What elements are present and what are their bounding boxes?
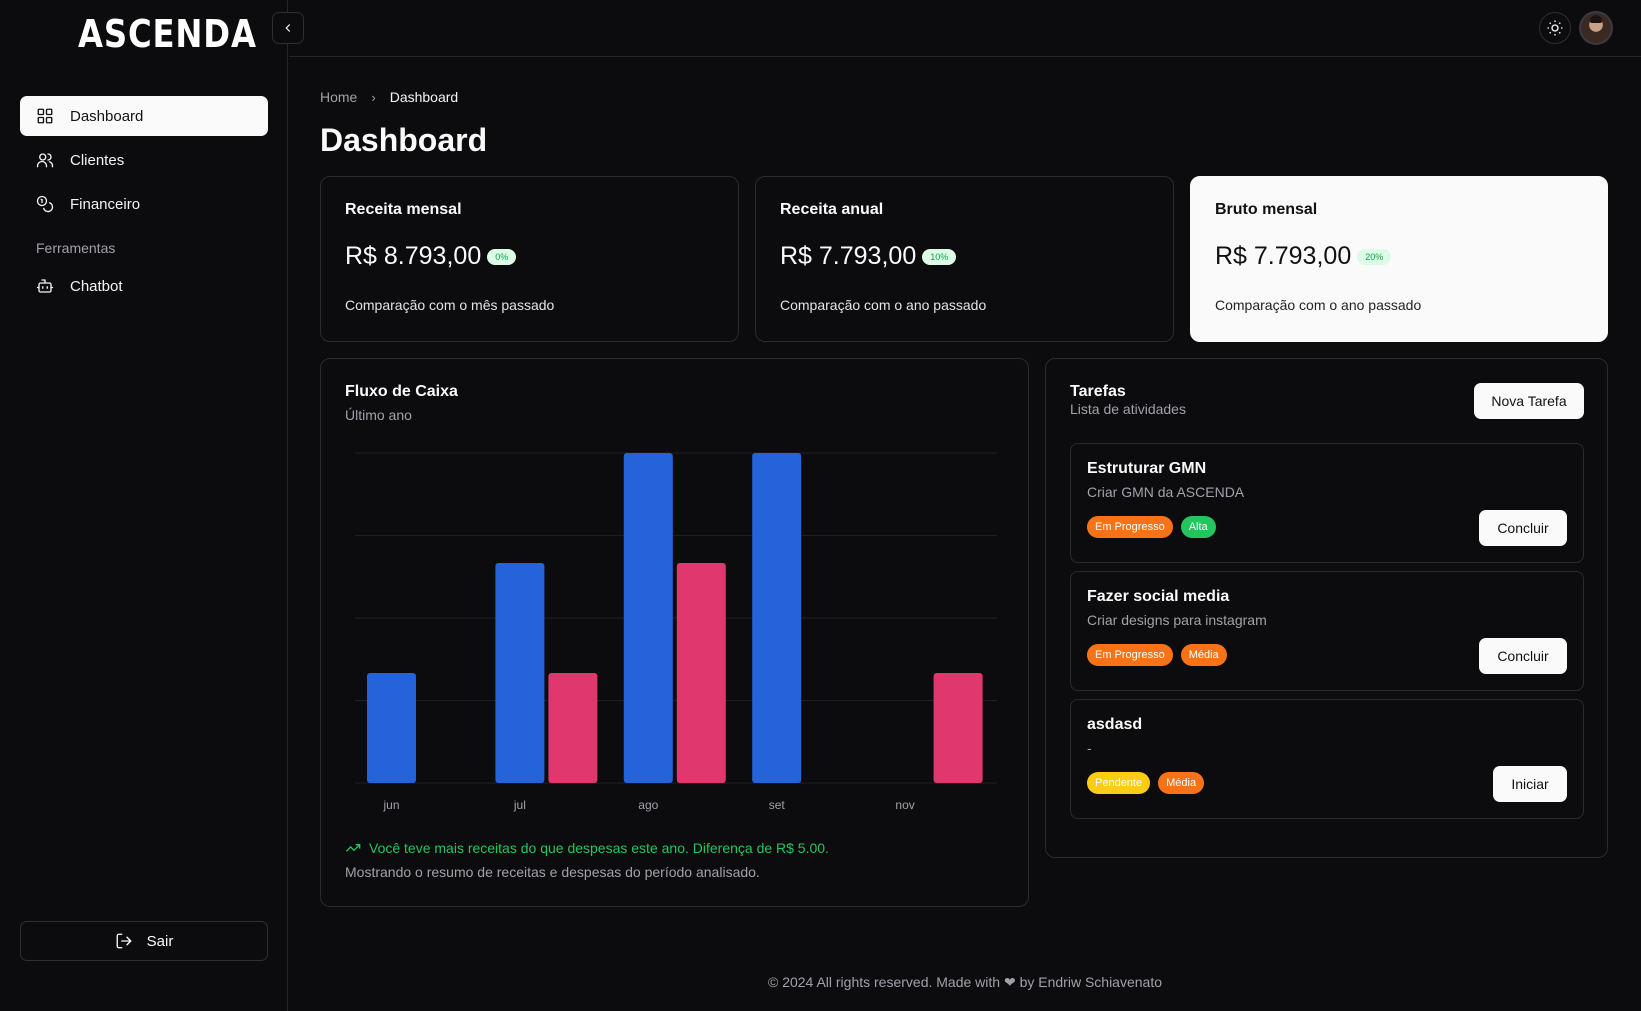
stat-value-row: R$ 7.793,00 10%: [780, 242, 957, 271]
stat-value: R$ 7.793,00: [1215, 242, 1352, 270]
stat-title: Receita mensal: [345, 201, 462, 218]
logout-button[interactable]: Sair: [20, 921, 268, 961]
chart-bar-jul-0[interactable]: [495, 563, 545, 783]
x-tick-label: jul: [513, 798, 526, 812]
complete-task-button[interactable]: Concluir: [1479, 510, 1567, 546]
task-card: Estruturar GMN Criar GMN da ASCENDA Em P…: [1070, 443, 1584, 563]
task-name: asdasd: [1087, 716, 1143, 733]
chart-bar-set-0[interactable]: [752, 453, 802, 783]
avatar[interactable]: [1579, 11, 1613, 45]
chart-footer: Mostrando o resumo de receitas e despesa…: [345, 864, 760, 880]
trend-text: Você teve mais receitas do que despesas …: [369, 840, 829, 856]
grid-icon: [36, 107, 54, 125]
tasks-card: Tarefas Lista de atividades Nova Tarefa …: [1045, 358, 1608, 858]
breadcrumb-current: Dashboard: [389, 89, 459, 105]
priority-badge: Média: [1158, 772, 1205, 794]
chart-bar-jul-1[interactable]: [548, 673, 598, 783]
x-tick-label: jun: [382, 798, 399, 812]
task-badges: Pendente Média: [1087, 772, 1212, 794]
sidebar-item-label: Clientes: [70, 151, 125, 169]
task-description: Criar GMN da ASCENDA: [1087, 484, 1245, 500]
sidebar-nav: Dashboard Clientes Financeiro Ferramenta…: [20, 96, 268, 310]
task-name: Fazer social media: [1087, 588, 1230, 605]
x-tick-label: ago: [638, 798, 658, 812]
breadcrumb: Home › Dashboard: [320, 89, 458, 105]
users-icon: [36, 151, 54, 169]
status-badge: Pendente: [1087, 772, 1151, 794]
stat-card-bruto-mensal: Bruto mensal R$ 7.793,00 20% Comparação …: [1190, 176, 1608, 342]
task-description: -: [1087, 740, 1092, 756]
top-bar: [289, 0, 1641, 57]
sidebar-item-clientes[interactable]: Clientes: [20, 140, 268, 180]
logout-label: Sair: [146, 932, 174, 950]
coins-icon: [36, 195, 54, 213]
stat-title: Bruto mensal: [1215, 201, 1318, 218]
stat-value: R$ 8.793,00: [345, 242, 482, 270]
tasks-title: Tarefas: [1070, 383, 1126, 400]
page-title: Dashboard: [320, 122, 488, 158]
collapse-sidebar-button[interactable]: [272, 12, 304, 44]
stat-card-receita-anual: Receita anual R$ 7.793,00 10% Comparação…: [755, 176, 1174, 342]
percent-badge: 20%: [1357, 248, 1392, 265]
status-badge: Em Progresso: [1087, 644, 1173, 666]
sidebar-item-financeiro[interactable]: Financeiro: [20, 184, 268, 224]
bot-icon: [36, 277, 54, 295]
chart-title: Fluxo de Caixa: [345, 383, 458, 400]
sidebar-item-label: Financeiro: [70, 195, 141, 213]
sidebar-item-chatbot[interactable]: Chatbot: [20, 266, 268, 306]
x-tick-label: set: [769, 798, 786, 812]
sidebar-section-title: Ferramentas: [36, 240, 116, 256]
trending-up-icon: [345, 844, 361, 852]
sidebar-item-label: Dashboard: [70, 107, 144, 125]
app-logo[interactable]: ASCENDA: [78, 12, 257, 56]
chart-bar-ago-0[interactable]: [623, 453, 673, 783]
stat-note: Comparação com o ano passado: [780, 297, 987, 313]
chevron-left-icon: [285, 24, 291, 32]
task-name: Estruturar GMN: [1087, 460, 1207, 477]
breadcrumb-home[interactable]: Home: [320, 89, 358, 105]
theme-toggle-button[interactable]: [1539, 12, 1571, 44]
tasks-subtitle: Lista de atividades: [1070, 401, 1186, 417]
start-task-button[interactable]: Iniciar: [1493, 766, 1567, 802]
percent-badge: 10%: [922, 248, 957, 265]
complete-task-button[interactable]: Concluir: [1479, 638, 1567, 674]
chevron-right-icon: ›: [371, 89, 376, 105]
chart-bar-nov-1[interactable]: [933, 673, 983, 783]
stat-value: R$ 7.793,00: [780, 242, 917, 270]
page-footer: © 2024 All rights reserved. Made with ❤ …: [767, 974, 1163, 990]
stat-card-receita-mensal: Receita mensal R$ 8.793,00 0% Comparação…: [320, 176, 739, 342]
sidebar: ASCENDA Dashboard Clientes Financeiro Fe…: [0, 0, 288, 1011]
task-description: Criar designs para instagram: [1087, 612, 1267, 628]
logout-icon: [116, 933, 132, 949]
sidebar-item-dashboard[interactable]: Dashboard: [20, 96, 268, 136]
sidebar-item-label: Chatbot: [70, 277, 123, 295]
trend-message: Você teve mais receitas do que despesas …: [345, 840, 829, 856]
stat-title: Receita anual: [780, 201, 884, 218]
new-task-button[interactable]: Nova Tarefa: [1474, 383, 1584, 419]
cashflow-card: Fluxo de Caixa Último ano jun jul ago set no…: [320, 358, 1029, 907]
cashflow-bar-chart: jun jul ago set nov: [355, 452, 997, 812]
chart-subtitle: Último ano: [345, 407, 412, 423]
status-badge: Em Progresso: [1087, 516, 1173, 538]
stat-note: Comparação com o ano passado: [1215, 297, 1422, 313]
stat-note: Comparação com o mês passado: [345, 297, 555, 313]
task-badges: Em Progresso Média: [1087, 644, 1235, 666]
x-tick-label: nov: [895, 798, 914, 812]
chart-bar-jun-0[interactable]: [367, 673, 416, 783]
stat-value-row: R$ 8.793,00 0%: [345, 242, 517, 271]
task-card: Fazer social media Criar designs para in…: [1070, 571, 1584, 691]
sun-icon: [1547, 20, 1563, 36]
task-card: asdasd - Pendente Média Iniciar: [1070, 699, 1584, 819]
percent-badge: 0%: [487, 248, 517, 265]
priority-badge: Alta: [1180, 516, 1216, 538]
chart-bar-ago-1[interactable]: [676, 563, 726, 783]
task-badges: Em Progresso Alta: [1087, 516, 1224, 538]
priority-badge: Média: [1180, 644, 1227, 666]
stat-value-row: R$ 7.793,00 20%: [1215, 242, 1392, 271]
